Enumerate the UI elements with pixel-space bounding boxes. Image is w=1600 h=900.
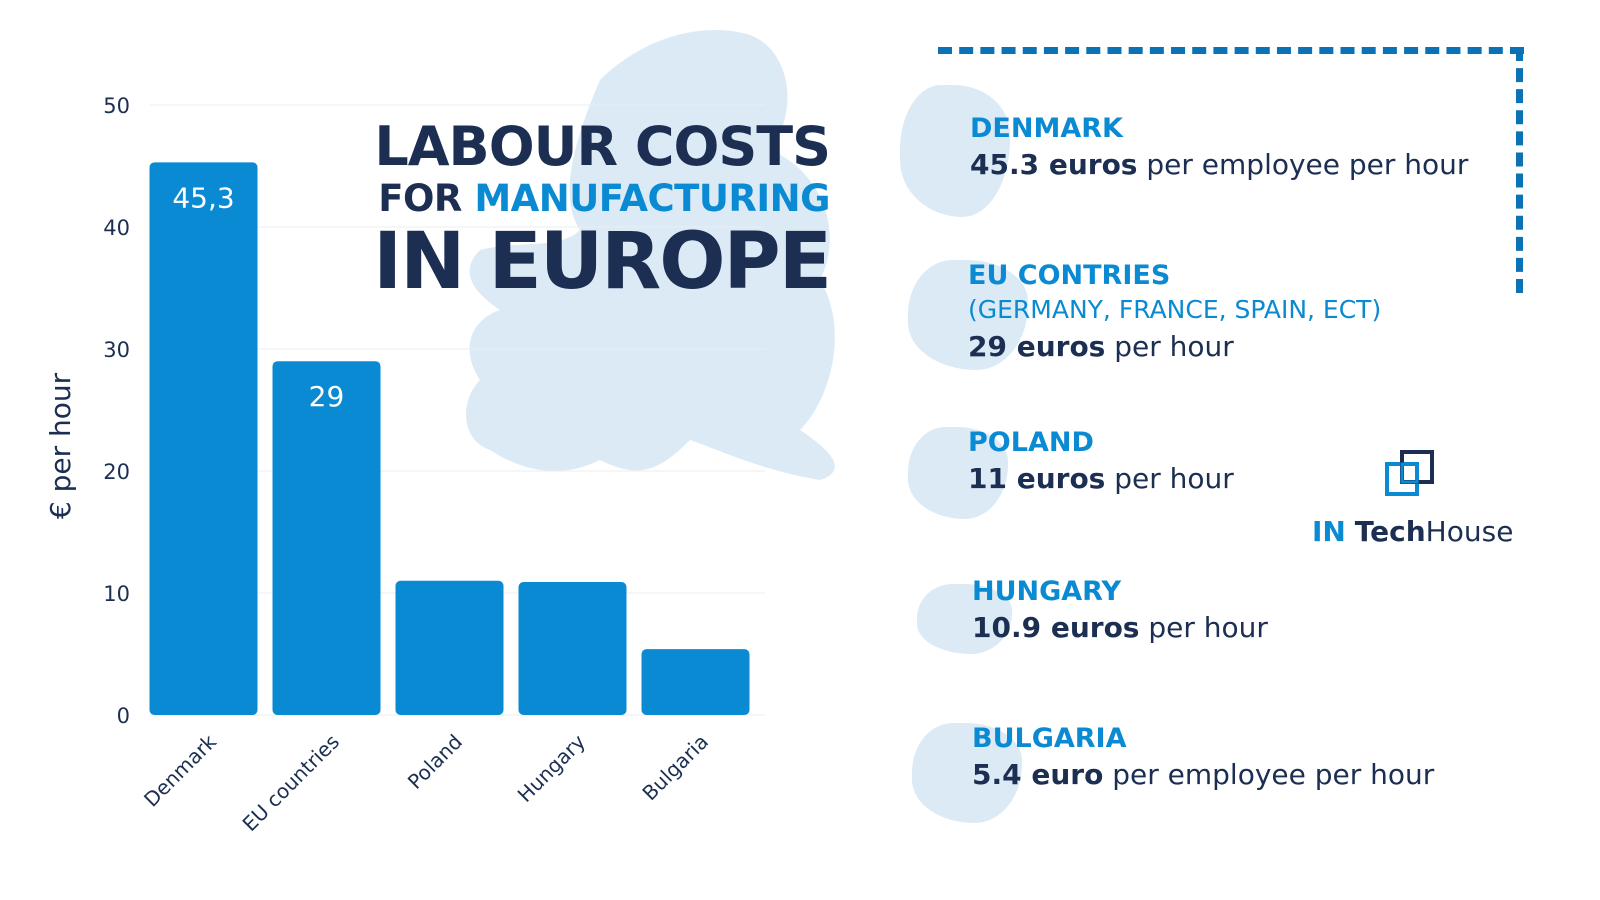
country-map-icon	[912, 723, 1022, 823]
logo-wordmark: IN TechHouse	[1312, 518, 1513, 546]
info-rest: per hour	[1114, 462, 1234, 496]
info-item-denmark: DENMARK 45.3 euros per employee per hour	[900, 85, 1468, 217]
info-value: 10.9 euros	[972, 611, 1140, 645]
info-detail: 29 euros per hour	[968, 327, 1381, 366]
info-value: 11 euros	[968, 462, 1106, 496]
infographic-title: LABOUR COSTS FOR MANUFACTURING IN EUROPE	[350, 115, 832, 307]
info-country: BULGARIA	[972, 723, 1127, 754]
europe-map-background	[466, 30, 835, 480]
info-detail: 10.9 euros per hour	[972, 608, 1268, 647]
info-detail: 5.4 euro per employee per hour	[972, 755, 1434, 794]
y-tick-label: 10	[103, 582, 130, 606]
dashed-frame-top	[938, 47, 1524, 54]
info-value: 29 euros	[968, 330, 1106, 364]
info-country: DENMARK	[970, 113, 1123, 144]
info-detail: 11 euros per hour	[968, 459, 1234, 498]
country-map-icon	[900, 85, 1010, 217]
y-tick-label: 50	[103, 94, 130, 118]
info-item-hungary: HUNGARY 10.9 euros per hour	[917, 576, 1268, 654]
y-axis-title: € per hour	[44, 372, 77, 519]
title-line-2-prefix: FOR	[378, 177, 462, 220]
x-tick-label: Denmark	[139, 729, 221, 811]
x-tick-label: Hungary	[513, 729, 590, 806]
info-country: HUNGARY	[972, 576, 1122, 607]
info-subtitle: (GERMANY, FRANCE, SPAIN, ECT)	[968, 295, 1382, 325]
info-value: 45.3 euros	[970, 148, 1138, 182]
info-country: POLAND	[968, 427, 1094, 458]
x-tick-label: Bulgaria	[637, 730, 713, 806]
info-rest: per employee per hour	[1146, 148, 1469, 182]
dashed-frame-right	[1516, 47, 1523, 293]
overlapping-squares-icon	[1385, 450, 1434, 496]
y-tick-label: 0	[117, 704, 130, 728]
title-line-2-accent: MANUFACTURING	[474, 177, 830, 220]
logo-house: House	[1425, 515, 1514, 548]
bar	[641, 649, 750, 715]
info-value: 5.4 euro	[972, 758, 1104, 792]
y-tick-label: 20	[103, 460, 130, 484]
info-rest: per hour	[1148, 611, 1268, 645]
info-item-poland: POLAND 11 euros per hour	[908, 427, 1234, 519]
y-tick-label: 40	[103, 216, 130, 240]
info-detail: 45.3 euros per employee per hour	[970, 145, 1468, 184]
title-line-1: LABOUR COSTS	[374, 115, 831, 178]
country-map-icon	[908, 260, 1028, 370]
bar	[518, 582, 627, 715]
bar-value-label: 45,3	[172, 181, 234, 214]
logo-in: IN	[1312, 515, 1346, 548]
bar-value-label: 29	[309, 380, 345, 413]
info-rest: per hour	[1114, 330, 1234, 364]
bar	[395, 580, 504, 715]
info-country: EU CONTRIES	[968, 260, 1171, 291]
info-rest: per employee per hour	[1112, 758, 1435, 792]
x-tick-label: EU countries	[238, 730, 344, 836]
bar	[149, 162, 258, 716]
y-tick-label: 30	[103, 338, 130, 362]
country-map-icon	[917, 584, 1012, 654]
bar	[272, 361, 381, 715]
info-item-bulgaria: BULGARIA 5.4 euro per employee per hour	[912, 723, 1434, 823]
title-line-2: FOR MANUFACTURING	[350, 177, 830, 220]
info-item-eu-countries: EU CONTRIES (GERMANY, FRANCE, SPAIN, ECT…	[908, 260, 1382, 370]
x-tick-label: Poland	[403, 730, 467, 794]
logo-tech: Tech	[1354, 515, 1426, 548]
country-map-icon	[908, 427, 1008, 519]
title-line-3: IN EUROPE	[373, 216, 832, 307]
